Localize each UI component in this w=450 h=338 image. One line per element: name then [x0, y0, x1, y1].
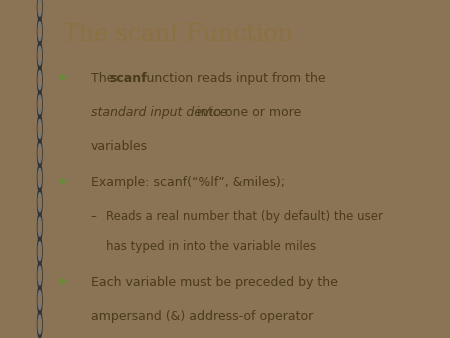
- Circle shape: [37, 262, 42, 289]
- Text: Example: scanf(“%lf”, &miles);: Example: scanf(“%lf”, &miles);: [91, 175, 285, 189]
- Circle shape: [38, 217, 41, 236]
- Text: ▶: ▶: [59, 72, 67, 82]
- Text: standard input device: standard input device: [91, 106, 227, 119]
- Circle shape: [37, 18, 42, 45]
- Circle shape: [38, 266, 41, 285]
- Circle shape: [38, 315, 41, 334]
- Text: –: –: [91, 210, 97, 223]
- Text: into one or more: into one or more: [193, 106, 301, 119]
- Circle shape: [39, 197, 40, 207]
- Circle shape: [39, 222, 40, 232]
- Circle shape: [37, 164, 42, 191]
- Text: has typed in into the variable miles: has typed in into the variable miles: [106, 240, 316, 253]
- Circle shape: [39, 99, 40, 110]
- Text: The: The: [91, 72, 118, 84]
- Text: variables: variables: [91, 140, 148, 153]
- Circle shape: [37, 0, 42, 20]
- Circle shape: [38, 46, 41, 65]
- Circle shape: [38, 242, 41, 261]
- Text: ampersand (&) address-of operator: ampersand (&) address-of operator: [91, 310, 313, 323]
- Circle shape: [39, 75, 40, 85]
- Text: The scanf Function: The scanf Function: [63, 23, 293, 46]
- Circle shape: [38, 144, 41, 163]
- Circle shape: [38, 22, 41, 41]
- Text: ▶: ▶: [59, 175, 67, 186]
- Circle shape: [39, 173, 40, 183]
- Circle shape: [37, 238, 42, 265]
- Circle shape: [39, 295, 40, 305]
- Circle shape: [39, 26, 40, 36]
- Text: scanf: scanf: [109, 72, 147, 84]
- Circle shape: [38, 168, 41, 187]
- Circle shape: [39, 246, 40, 256]
- Circle shape: [38, 291, 41, 310]
- Circle shape: [37, 189, 42, 216]
- Circle shape: [37, 116, 42, 143]
- Circle shape: [39, 319, 40, 330]
- Text: function reads input from the: function reads input from the: [138, 72, 325, 84]
- Circle shape: [39, 51, 40, 61]
- Circle shape: [38, 0, 41, 16]
- Circle shape: [37, 91, 42, 118]
- Circle shape: [38, 71, 41, 90]
- Circle shape: [39, 270, 40, 281]
- Circle shape: [37, 311, 42, 338]
- Text: ▶: ▶: [59, 276, 67, 286]
- Text: Each variable must be preceded by the: Each variable must be preceded by the: [91, 276, 338, 289]
- Circle shape: [37, 140, 42, 167]
- Circle shape: [37, 287, 42, 314]
- Text: Reads a real number that (by default) the user: Reads a real number that (by default) th…: [106, 210, 383, 223]
- Circle shape: [38, 193, 41, 212]
- Circle shape: [38, 95, 41, 114]
- Circle shape: [37, 67, 42, 94]
- Circle shape: [39, 148, 40, 159]
- Circle shape: [37, 213, 42, 240]
- Circle shape: [39, 2, 40, 12]
- Circle shape: [38, 120, 41, 139]
- Circle shape: [37, 42, 42, 69]
- Circle shape: [39, 124, 40, 134]
